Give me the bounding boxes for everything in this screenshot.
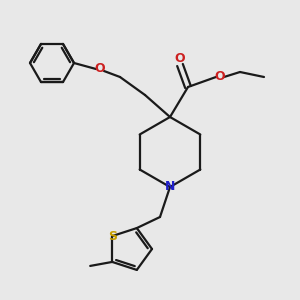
Text: N: N — [165, 181, 175, 194]
Text: O: O — [175, 52, 185, 64]
Text: O: O — [95, 62, 105, 76]
Text: S: S — [108, 230, 117, 243]
Text: O: O — [215, 70, 225, 83]
